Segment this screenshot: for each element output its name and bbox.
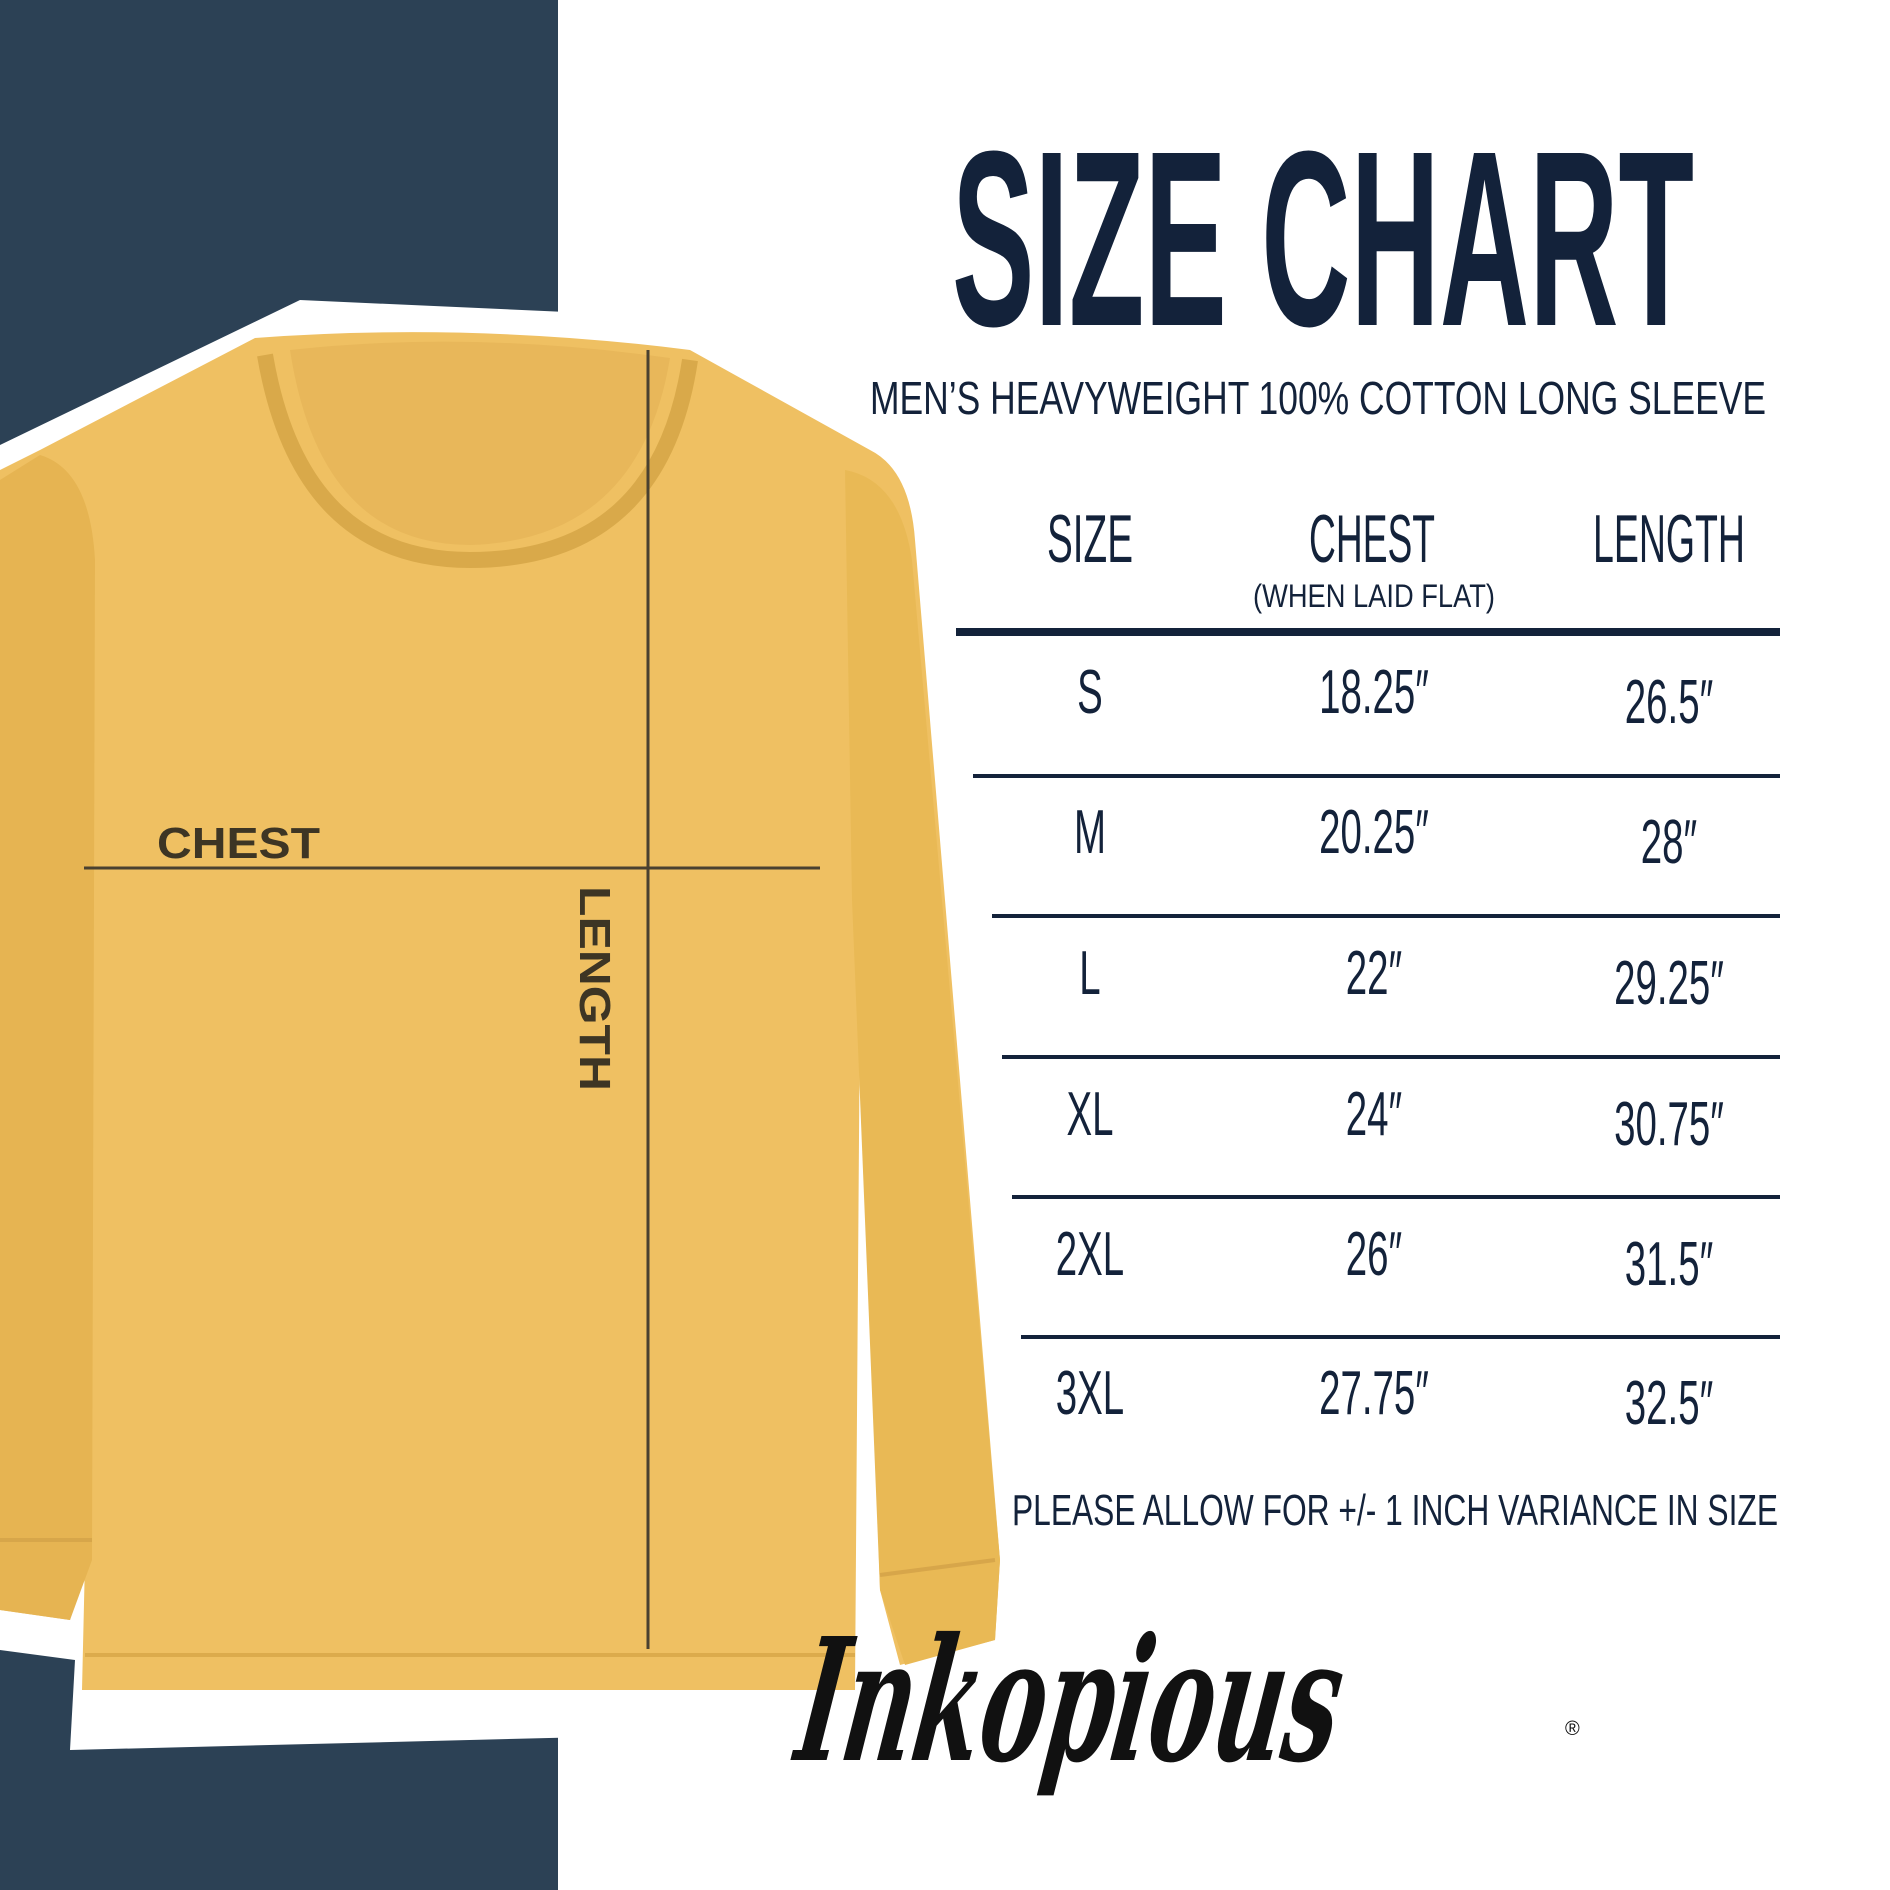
cell-chest: 26″ (1346, 1219, 1402, 1289)
chest-label: CHEST (157, 819, 320, 868)
shirt-collar (257, 353, 698, 569)
cell-chest: 24″ (1346, 1079, 1402, 1149)
shirt-neck-inside (290, 341, 670, 545)
brand-logo: Inkopious ® (785, 1602, 1580, 1801)
shirt-left-sleeve (0, 455, 95, 1620)
header-size: SIZE (1047, 501, 1133, 577)
length-label: LENGTH (570, 886, 619, 1091)
table-row: 3XL 27.75″ 32.5″ (1056, 1358, 1713, 1438)
cell-size: 3XL (1056, 1358, 1124, 1428)
cell-size: 2XL (1056, 1219, 1124, 1289)
table-row: L 22″ 29.25″ (1079, 938, 1724, 1018)
cell-length: 31.5″ (1625, 1229, 1713, 1299)
logo-wordmark: Inkopious (785, 1602, 1355, 1801)
table-row: M 20.25″ 28″ (1074, 797, 1697, 877)
row-divider (992, 914, 1780, 918)
header-length: LENGTH (1593, 501, 1745, 577)
cell-chest: 18.25″ (1319, 657, 1429, 727)
cell-length: 30.75″ (1614, 1089, 1724, 1159)
row-divider (973, 774, 1780, 778)
cell-chest: 22″ (1346, 938, 1402, 1008)
table-row: 2XL 26″ 31.5″ (1056, 1219, 1713, 1299)
size-table-body: S 18.25″ 26.5″ M 20.25″ 28″ L 22″ 29.25″ XL 24″ 30.… (973, 657, 1780, 1438)
header-chest: CHEST (1309, 501, 1435, 577)
header-divider (956, 628, 1780, 636)
row-divider (1021, 1335, 1780, 1339)
cell-size: L (1079, 938, 1100, 1008)
registered-mark: ® (1565, 1718, 1580, 1740)
cell-chest: 27.75″ (1319, 1358, 1429, 1428)
cell-length: 29.25″ (1614, 948, 1724, 1018)
cell-length: 28″ (1641, 807, 1697, 877)
cell-size: XL (1066, 1079, 1113, 1149)
subtitle: MEN’S HEAVYWEIGHT 100% COTTON LONG SLEEV… (870, 372, 1766, 424)
table-row: S 18.25″ 26.5″ (1077, 657, 1713, 737)
cell-length: 26.5″ (1625, 667, 1713, 737)
cell-length: 32.5″ (1625, 1368, 1713, 1438)
header-chest-note: (WHEN LAID FLAT) (1253, 578, 1495, 614)
shirt-right-sleeve (845, 470, 1000, 1665)
table-row: XL 24″ 30.75″ (1066, 1079, 1723, 1159)
shirt-image (0, 332, 1000, 1690)
cell-chest: 20.25″ (1319, 797, 1429, 867)
cell-size: S (1077, 657, 1103, 727)
page-title: SIZE CHART (952, 99, 1694, 378)
right-cuff-seam (879, 1558, 996, 1577)
cell-size: M (1074, 797, 1106, 867)
row-divider (1012, 1195, 1780, 1199)
shirt-body (0, 332, 1000, 1690)
variance-note: PLEASE ALLOW FOR +/- 1 INCH VARIANCE IN … (1012, 1486, 1778, 1535)
row-divider (1002, 1055, 1780, 1059)
